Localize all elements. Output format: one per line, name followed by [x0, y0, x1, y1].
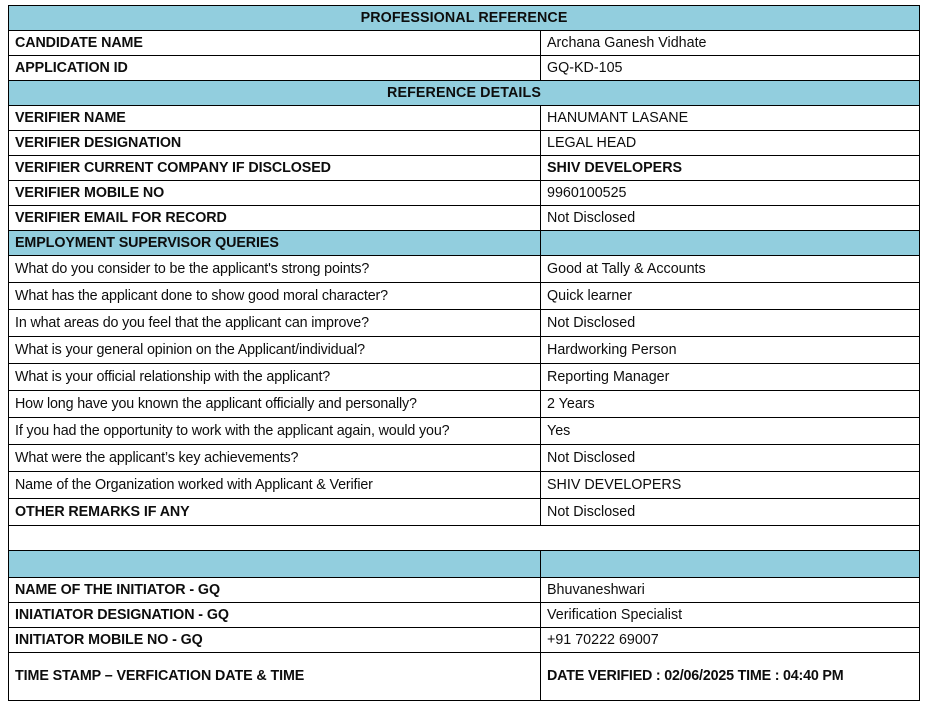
application-id-label: APPLICATION ID [8, 55, 541, 81]
other-remarks-label: OTHER REMARKS IF ANY [8, 498, 541, 526]
table-row-query-2: What has the applicant done to show good… [8, 282, 921, 310]
query-question-2: What has the applicant done to show good… [8, 282, 541, 310]
query-question-6: How long have you known the applicant of… [8, 390, 541, 418]
verifier-name-label: VERIFIER NAME [8, 105, 541, 131]
query-question-9: Name of the Organization worked with App… [8, 471, 541, 499]
candidate-name-value: Archana Ganesh Vidhate [539, 30, 921, 56]
table-row-application-id: APPLICATION ID GQ-KD-105 [8, 55, 921, 81]
verifier-name-value: HANUMANT LASANE [539, 105, 921, 131]
verifier-mobile-label: VERIFIER MOBILE NO [8, 180, 541, 206]
initiator-designation-label: INIATIATOR DESIGNATION - GQ [8, 602, 541, 628]
query-answer-7: Yes [539, 417, 921, 445]
table-row-query-4: What is your general opinion on the Appl… [8, 336, 921, 364]
table-row-other-remarks: OTHER REMARKS IF ANY Not Disclosed [8, 498, 921, 526]
section-header-reference-details: REFERENCE DETAILS [7, 80, 921, 106]
query-answer-6: 2 Years [539, 390, 921, 418]
table-row-reference-details-header: REFERENCE DETAILS [7, 80, 921, 106]
reference-table: PROFESSIONAL REFERENCE CANDIDATE NAME Ar… [7, 5, 921, 701]
verifier-email-value: Not Disclosed [539, 205, 921, 231]
verifier-designation-label: VERIFIER DESIGNATION [8, 130, 541, 156]
time-stamp-label: TIME STAMP – VERFICATION DATE & TIME [8, 652, 541, 701]
verifier-mobile-value: 9960100525 [539, 180, 921, 206]
query-question-5: What is your official relationship with … [8, 363, 541, 391]
query-answer-5: Reporting Manager [539, 363, 921, 391]
table-row-verifier-company: VERIFIER CURRENT COMPANY IF DISCLOSED SH… [8, 155, 921, 181]
table-row-initiator-designation: INIATIATOR DESIGNATION - GQ Verification… [8, 602, 921, 628]
section-header-employment-supervisor-queries: EMPLOYMENT SUPERVISOR QUERIES [8, 230, 541, 256]
table-row-query-7: If you had the opportunity to work with … [8, 417, 921, 445]
query-question-8: What were the applicant’s key achievemen… [8, 444, 541, 472]
query-question-1: What do you consider to be the applicant… [8, 255, 541, 283]
table-row-spacer [7, 525, 921, 551]
table-row-verifier-name: VERIFIER NAME HANUMANT LASANE [8, 105, 921, 131]
table-row-initiator-mobile: INITIATOR MOBILE NO - GQ +91 70222 69007 [8, 627, 921, 653]
initiator-designation-value: Verification Specialist [539, 602, 921, 628]
candidate-name-label: CANDIDATE NAME [8, 30, 541, 56]
table-row-professional-reference-header: PROFESSIONAL REFERENCE [7, 5, 921, 31]
section-header-employment-queries-empty-cell [539, 230, 921, 256]
table-row-time-stamp: TIME STAMP – VERFICATION DATE & TIME DAT… [8, 652, 921, 701]
query-question-7: If you had the opportunity to work with … [8, 417, 541, 445]
query-answer-2: Quick learner [539, 282, 921, 310]
reference-table-body: PROFESSIONAL REFERENCE CANDIDATE NAME Ar… [7, 5, 921, 701]
section-header-professional-reference: PROFESSIONAL REFERENCE [7, 5, 921, 31]
verifier-email-label: VERIFIER EMAIL FOR RECORD [8, 205, 541, 231]
professional-reference-document: PROFESSIONAL REFERENCE CANDIDATE NAME Ar… [7, 5, 921, 701]
table-row-candidate-name: CANDIDATE NAME Archana Ganesh Vidhate [8, 30, 921, 56]
verifier-company-label: VERIFIER CURRENT COMPANY IF DISCLOSED [8, 155, 541, 181]
table-row-initiator-name: NAME OF THE INITIATOR - GQ Bhuvaneshwari [8, 577, 921, 603]
other-remarks-value: Not Disclosed [539, 498, 921, 526]
initiator-name-value: Bhuvaneshwari [539, 577, 921, 603]
table-row-query-6: How long have you known the applicant of… [8, 390, 921, 418]
verifier-designation-value: LEGAL HEAD [539, 130, 921, 156]
query-answer-4: Hardworking Person [539, 336, 921, 364]
initiator-mobile-value: +91 70222 69007 [539, 627, 921, 653]
table-row-initiator-band [8, 550, 921, 578]
query-answer-3: Not Disclosed [539, 309, 921, 337]
time-stamp-value: DATE VERIFIED : 02/06/2025 TIME : 04:40 … [539, 652, 921, 701]
query-answer-1: Good at Tally & Accounts [539, 255, 921, 283]
table-row-query-9: Name of the Organization worked with App… [8, 471, 921, 499]
table-row-employment-queries-header: EMPLOYMENT SUPERVISOR QUERIES [8, 230, 921, 256]
table-row-query-8: What were the applicant’s key achievemen… [8, 444, 921, 472]
query-question-3: In what areas do you feel that the appli… [8, 309, 541, 337]
initiator-name-label: NAME OF THE INITIATOR - GQ [8, 577, 541, 603]
verifier-company-value: SHIV DEVELOPERS [539, 155, 921, 181]
initiator-band-right-cell [539, 550, 921, 578]
table-row-query-1: What do you consider to be the applicant… [8, 255, 921, 283]
application-id-value: GQ-KD-105 [539, 55, 921, 81]
table-row-verifier-designation: VERIFIER DESIGNATION LEGAL HEAD [8, 130, 921, 156]
table-row-verifier-email: VERIFIER EMAIL FOR RECORD Not Disclosed [8, 205, 921, 231]
query-answer-9: SHIV DEVELOPERS [539, 471, 921, 499]
query-answer-8: Not Disclosed [539, 444, 921, 472]
spacer-cell [7, 525, 921, 551]
table-row-query-5: What is your official relationship with … [8, 363, 921, 391]
table-row-verifier-mobile: VERIFIER MOBILE NO 9960100525 [8, 180, 921, 206]
initiator-mobile-label: INITIATOR MOBILE NO - GQ [8, 627, 541, 653]
query-question-4: What is your general opinion on the Appl… [8, 336, 541, 364]
initiator-band-left-cell [8, 550, 541, 578]
table-row-query-3: In what areas do you feel that the appli… [8, 309, 921, 337]
